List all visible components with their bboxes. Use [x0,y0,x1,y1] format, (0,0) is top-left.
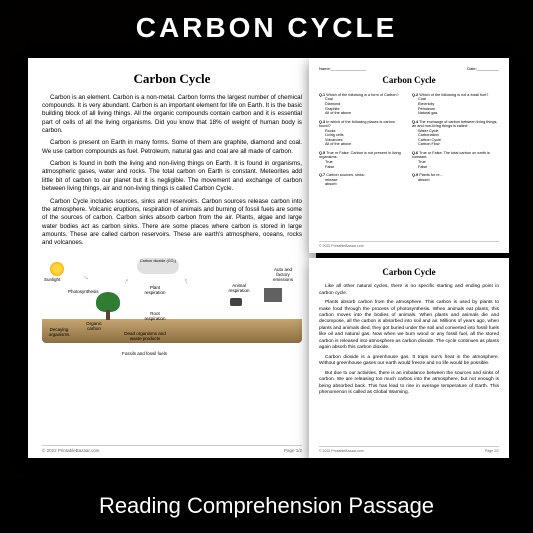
main-heading: Carbon Cycle [42,70,302,88]
label-dead: Dead organisms and waste products [120,332,170,342]
co2-cloud: Carbon dioxide (CO₂) [137,258,179,274]
q-text: Which of the following is not a fossil f… [419,93,488,97]
q-text: Carbon sources, sinks: [326,173,365,177]
q-num: Q.7 [319,173,325,177]
q-opt: Natural gas [412,111,499,116]
q-num: Q.2 [412,93,418,97]
page-main: Carbon Cycle Carbon is an element. Carbo… [28,58,316,458]
quiz-question: Q.5 True or False: Carbon is not present… [319,151,406,169]
q-num: Q.3 [319,120,325,124]
date-field: Date:__________ [467,66,499,71]
page-footer: © 2022 PrintableBazaar.com Page 1/2 [42,445,302,454]
name-field: Name:________________ [319,66,366,71]
label-organic: Organic carbon [82,322,106,332]
paragraph: Carbon is present on Earth in many forms… [42,139,302,156]
tree-icon [96,292,120,312]
quiz-header: Name:________________ Date:__________ [319,66,499,71]
quiz-question: Q.1 Which of the following is a form of … [319,93,406,116]
copyright: © 2022 PrintableBazaar.com [319,449,364,454]
paragraph: Carbon is an element. Carbon is a non-me… [42,94,302,136]
carbon-cycle-diagram: Sunlight Carbon dioxide (CO₂) Photosynth… [42,254,302,359]
paragraph: But due to our activities, there is an i… [319,371,499,397]
q-text: In which of the following places is carb… [319,120,395,129]
page-number: Page 1/2 [284,448,302,454]
paragraph: Carbon is found in both the living and n… [42,160,302,193]
q-num: Q.4 [412,120,418,124]
page-quiz: Name:________________ Date:__________ Ca… [309,58,509,253]
arrow-icon: → [180,275,193,286]
q-opt: False [412,165,499,170]
q-opt: Carbon Flow [412,142,499,147]
paragraph: Like all other natural cycles, there is … [319,284,499,297]
quiz-question: Q.7 Carbon sources, sinks: release absor… [319,173,406,187]
q-text: The exchange of carbon between living th… [412,120,497,129]
page-number: Page 2/2 [485,449,499,454]
sun-icon [50,262,64,276]
q-opt: False [319,165,406,170]
label-photosynthesis: Photosynthesis [68,290,99,295]
q-opt: All of the above [319,111,406,116]
label-decay: Decaying organisms [44,328,74,338]
page-footer: © 2022 PrintableBazaar.com [319,241,499,249]
arrow-icon: → [79,270,92,283]
q-num: Q.9 [412,173,418,177]
label-root: Root respiration [142,312,168,322]
label-animal-resp: Animal respiration [226,284,252,294]
label-plant-resp: Plant respiration [142,286,168,296]
copyright: © 2022 PrintableBazaar.com [42,448,99,454]
q-num: Q.1 [319,93,325,97]
label-factory: Auto and factory emissions [268,268,298,283]
animal-icon [230,298,242,306]
paragraph: Carbon dioxide is a greenhouse gas. It t… [319,355,499,368]
quiz-question: Q.6 True or False: The total carbon on e… [412,151,499,169]
paragraph: Carbon Cycle includes sources, sinks and… [42,198,302,248]
label-sunlight: Sunlight [44,278,60,283]
q-opt: absorb [319,182,406,187]
page-footer: © 2022 PrintableBazaar.com Page 2/2 [319,446,499,454]
label-fossils: Fossils and fossil fuels [122,352,167,357]
paragraph: Plants absorb carbon from the atmosphere… [319,300,499,352]
q-text: True or False: Carbon is not present in … [319,151,401,160]
arrow-icon: → [119,275,132,287]
q-num: Q.5 [319,151,325,155]
q-opt: All of the above [319,142,406,147]
bottom-bar: Reading Comprehension Passage [0,479,533,533]
reading2-heading: Carbon Cycle [319,266,499,278]
copyright: © 2022 PrintableBazaar.com [319,244,364,249]
page-reading2: Carbon Cycle Like all other natural cycl… [309,258,509,458]
q-opt: absorb [412,178,499,183]
quiz-heading: Carbon Cycle [319,75,499,87]
product-title: CARBON CYCLE [0,12,533,44]
factory-icon [264,288,282,302]
quiz-question: Q.3 In which of the following places is … [319,120,406,147]
q-num: Q.6 [412,151,418,155]
quiz-grid: Q.1 Which of the following is a form of … [319,93,499,187]
q-text: Plants for re… [419,173,443,177]
quiz-question: Q.9 Plants for re… absorb [412,173,499,187]
quiz-question: Q.4 The exchange of carbon between livin… [412,120,499,147]
q-text: True or False: The total carbon on earth… [412,151,490,160]
quiz-question: Q.2 Which of the following is not a foss… [412,93,499,116]
q-text: Which of the following is a form of Carb… [326,93,398,97]
ground-shape [42,319,302,343]
